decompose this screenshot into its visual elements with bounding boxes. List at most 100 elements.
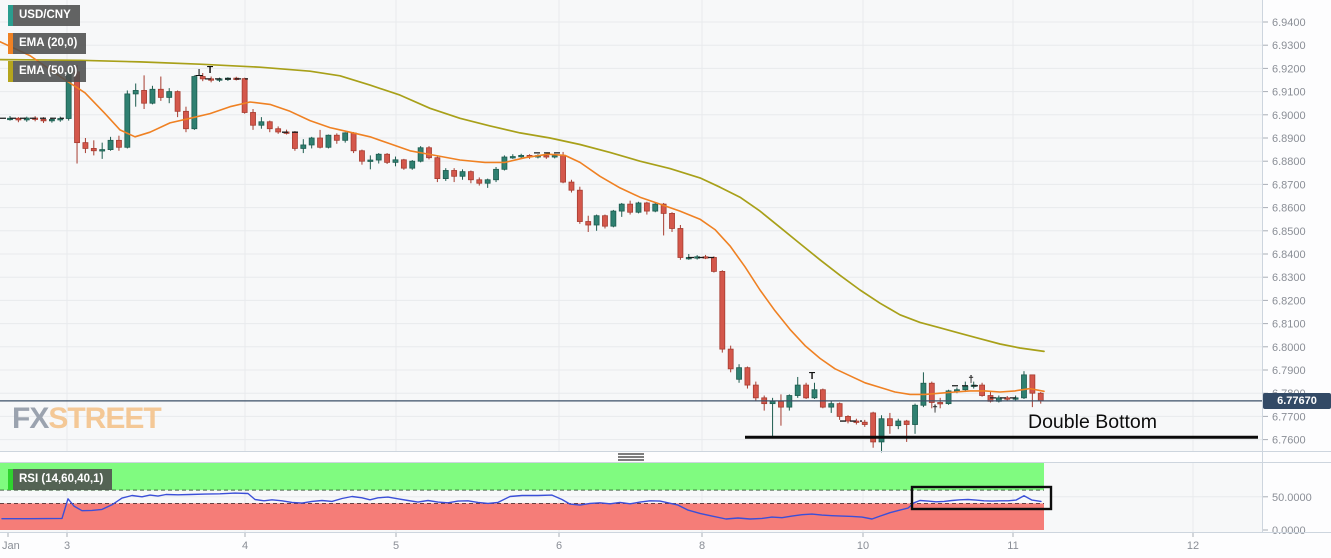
candle-body [669, 212, 675, 229]
price-axis-label: 6.8900 [1272, 133, 1306, 145]
candle-body [677, 228, 684, 258]
candle-body [367, 159, 374, 162]
candle-body [1021, 374, 1027, 399]
price-axis-label: 6.8300 [1272, 272, 1306, 284]
candle-body [308, 137, 315, 146]
candle-body [828, 403, 835, 408]
candle-body [769, 400, 776, 405]
time-axis-label: 8 [699, 540, 705, 552]
price-axis-label: 6.8100 [1272, 319, 1306, 331]
legend-ema20-badge[interactable]: EMA (20,0) [8, 33, 87, 54]
time-axis-label: 11 [1007, 540, 1018, 552]
candle-body [191, 76, 198, 130]
pattern-mark: † [932, 404, 938, 415]
price-axis-label: 6.8800 [1272, 156, 1306, 168]
pane-resize-grip[interactable] [618, 453, 644, 461]
candle-body [794, 384, 801, 396]
rsi-line [1, 492, 1042, 520]
candle-body [635, 202, 642, 213]
price-axis-label: 6.9100 [1272, 87, 1306, 99]
candle-body [1037, 392, 1044, 402]
candle-body [895, 420, 902, 427]
candle-body [610, 210, 617, 227]
time-axis-label: 3 [64, 540, 70, 552]
candle-body [149, 88, 156, 104]
price-axis-label: 6.7600 [1272, 435, 1306, 447]
candle-body [576, 189, 583, 222]
candle-body [778, 400, 784, 408]
candle-body [551, 155, 558, 158]
candle-body [845, 415, 851, 422]
candle-body [317, 137, 323, 148]
pattern-mark: T [809, 371, 815, 382]
candle-body [819, 389, 826, 408]
candle-body [853, 420, 860, 423]
candle-body [400, 159, 407, 169]
candle-body [90, 148, 97, 152]
candle-body [937, 402, 944, 405]
candle-body [803, 384, 809, 399]
ema20-label: EMA (20,0) [13, 33, 87, 54]
candle-body [660, 203, 667, 214]
candle-body [82, 142, 89, 149]
candle-body [208, 78, 215, 81]
price-axis-label: 6.8400 [1272, 249, 1306, 261]
rsi-color-strip [8, 469, 13, 490]
candle-body [442, 170, 449, 179]
candle-body [560, 155, 566, 183]
legend-rsi-badge[interactable]: RSI (14,60,40,1) [8, 469, 113, 490]
watermark-fx: FX [12, 402, 49, 435]
price-axis-label: 6.9300 [1272, 40, 1306, 52]
rsi-oversold-zone [0, 503, 1044, 530]
price-axis-label: 6.9000 [1272, 110, 1306, 122]
ema20-line [0, 40, 1045, 396]
rsi-overbought-zone [0, 463, 1044, 491]
candle-body [744, 367, 751, 386]
candle-body [166, 91, 173, 98]
candle-body [132, 90, 139, 95]
ema20-color-strip [8, 33, 13, 54]
legend-ema50-badge[interactable]: EMA (50,0) [8, 61, 87, 82]
candle-body [1029, 374, 1036, 394]
candle-body [543, 155, 550, 158]
candle-body [74, 71, 80, 144]
candle-body [174, 91, 181, 112]
rsi-label: RSI (14,60,40,1) [13, 469, 113, 490]
candle-body [962, 385, 969, 391]
candle-body [811, 389, 818, 399]
ema50-line [0, 58, 1045, 353]
price-axis-label: 6.8500 [1272, 226, 1306, 238]
price-axis-label: 6.7900 [1272, 365, 1306, 377]
candle-body [484, 179, 491, 184]
rsi-axis-label: 50.0000 [1272, 492, 1312, 504]
candle-body [627, 203, 634, 213]
candle-body [719, 270, 726, 350]
candle-body [409, 160, 416, 169]
candle-body [861, 421, 868, 425]
price-axis-label: 6.7700 [1272, 411, 1306, 423]
candle-body [392, 159, 399, 163]
candle-body [568, 181, 575, 191]
rsi-axis-label: 0.0000 [1272, 525, 1306, 537]
candle-body [250, 112, 256, 126]
candle-body [300, 144, 307, 149]
candle-body [157, 88, 164, 98]
candle-body [375, 153, 382, 161]
candle-body [509, 156, 516, 159]
fxstreet-watermark: FXSTREET [12, 402, 162, 436]
candle-body [384, 153, 391, 163]
time-axis-label: Jan [2, 540, 20, 552]
candle-body [325, 134, 332, 148]
candle-body [451, 170, 458, 177]
candle-body [124, 93, 131, 148]
candle-body [116, 139, 122, 148]
candle-body [518, 154, 525, 158]
current-price-badge: 6.77670 [1263, 393, 1331, 409]
candle-body [585, 221, 592, 226]
candle-body [878, 418, 885, 443]
candle-body [23, 117, 30, 121]
candle-body [752, 384, 759, 399]
legend-symbol-badge[interactable]: USD/CNY [8, 5, 80, 26]
candle-body [333, 134, 340, 141]
